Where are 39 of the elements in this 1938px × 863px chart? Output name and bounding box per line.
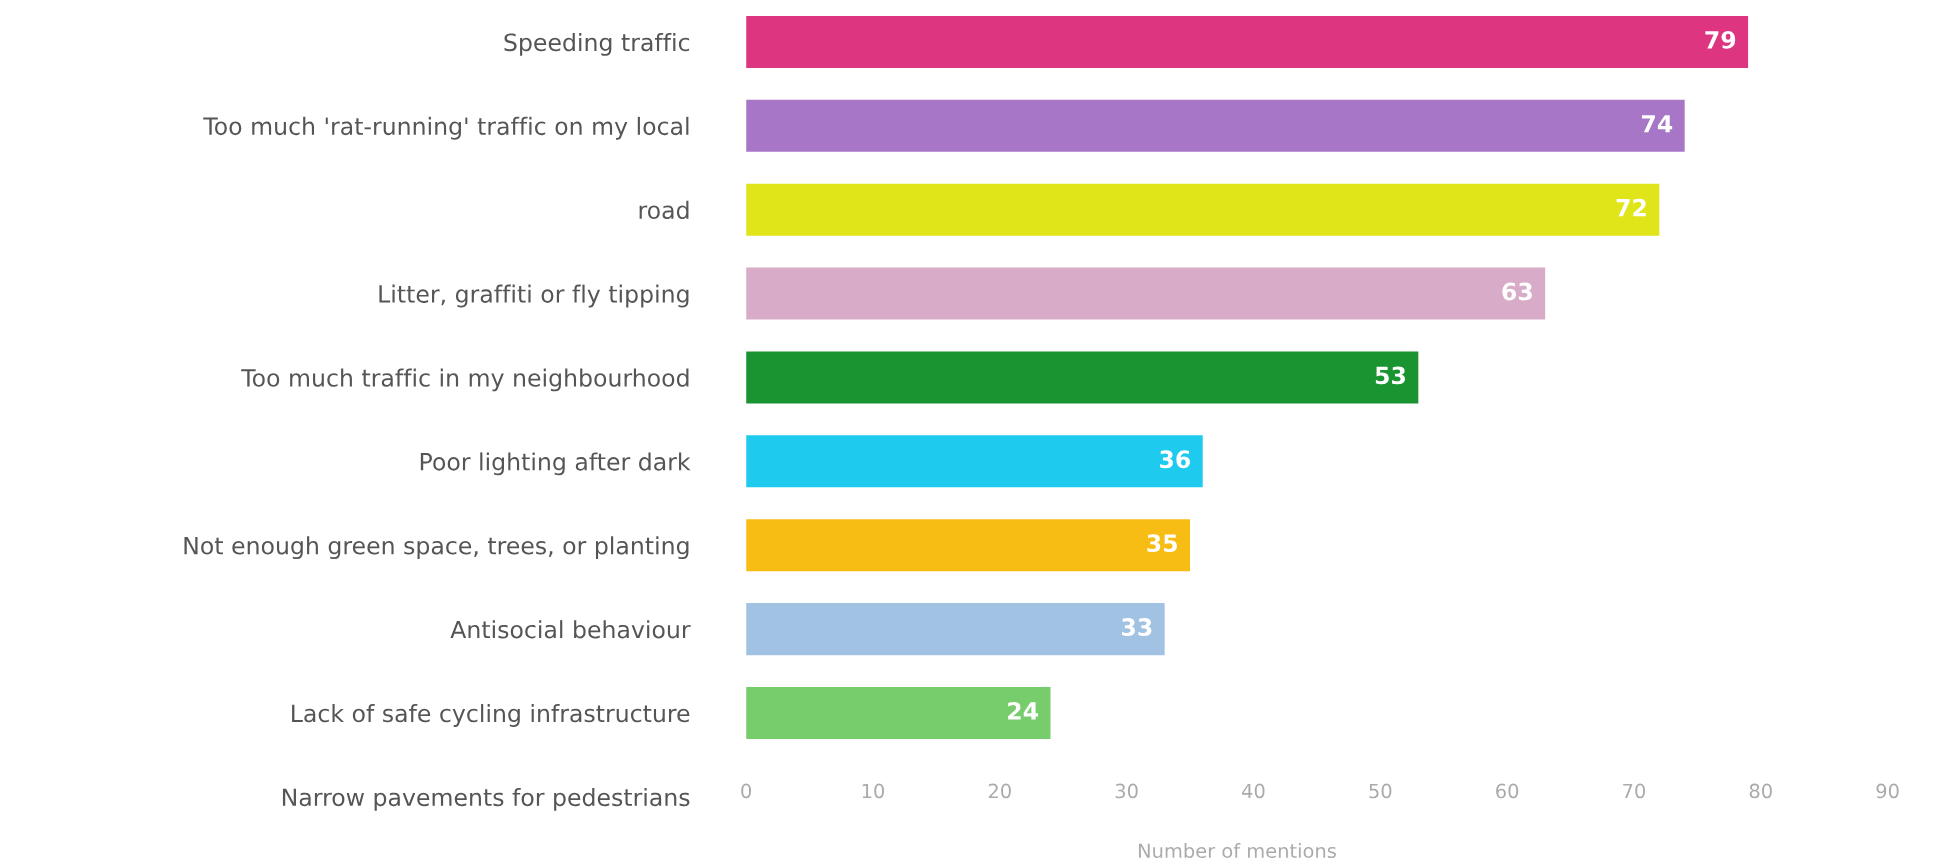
x-tick-label: 50 bbox=[1369, 783, 1392, 799]
bar bbox=[746, 435, 1203, 488]
x-tick-label: 20 bbox=[988, 783, 1011, 799]
data-label: 79 bbox=[1705, 30, 1736, 49]
bar bbox=[746, 99, 1685, 152]
y-tick-label: Litter, graffiti or fly tipping bbox=[379, 284, 689, 308]
bar bbox=[746, 351, 1419, 404]
x-tick-label: 70 bbox=[1623, 783, 1646, 799]
data-label: 72 bbox=[1616, 198, 1646, 217]
x-tick-label: 80 bbox=[1749, 783, 1772, 799]
data-label: 53 bbox=[1375, 366, 1406, 385]
bar bbox=[746, 183, 1660, 236]
bar bbox=[746, 687, 1051, 740]
x-tick-label: 10 bbox=[862, 783, 885, 799]
y-tick-label: Speeding traffic bbox=[504, 32, 690, 56]
data-label: 35 bbox=[1147, 534, 1177, 553]
x-axis-title: Number of mentions bbox=[1138, 843, 1336, 859]
y-tick-label: Not enough green space, trees, or planting bbox=[184, 536, 689, 560]
data-label: 33 bbox=[1121, 618, 1152, 636]
bar bbox=[746, 15, 1749, 68]
y-tick-label: Poor lighting after dark bbox=[420, 452, 691, 476]
bar bbox=[746, 603, 1165, 656]
x-tick-label: 0 bbox=[741, 783, 752, 799]
y-tick-label: Antisocial behaviour bbox=[450, 620, 691, 639]
y-tick-label: Too much traffic in my neighbourhood bbox=[241, 368, 689, 392]
x-tick-label: 90 bbox=[1876, 783, 1899, 799]
data-label: 36 bbox=[1160, 450, 1191, 469]
y-tick-label: Lack of safe cycling infrastructure bbox=[292, 704, 690, 727]
x-tick-label: 60 bbox=[1496, 783, 1519, 799]
y-tick-label: road bbox=[639, 200, 689, 220]
bar bbox=[746, 267, 1546, 320]
y-tick-label: Too much 'rat-running' traffic on my local bbox=[203, 116, 689, 140]
bar bbox=[746, 519, 1191, 572]
y-tick-label: Narrow pavements for pedestrians bbox=[282, 787, 690, 811]
data-label: 24 bbox=[1008, 702, 1039, 720]
data-label: 63 bbox=[1502, 282, 1532, 301]
x-tick-label: 30 bbox=[1115, 783, 1138, 799]
x-tick-label: 40 bbox=[1242, 783, 1265, 799]
data-label: 74 bbox=[1641, 115, 1673, 133]
